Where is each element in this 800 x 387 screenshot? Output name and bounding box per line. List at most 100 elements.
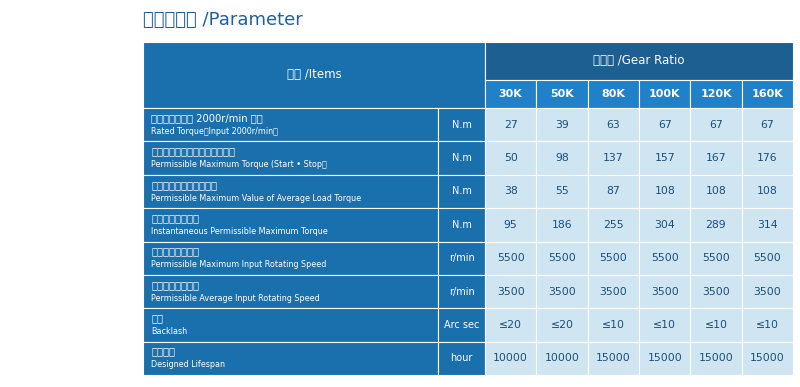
Bar <box>690 308 742 342</box>
Text: 3500: 3500 <box>599 286 627 296</box>
Text: 67: 67 <box>709 120 723 130</box>
Bar <box>690 80 742 108</box>
Text: 95: 95 <box>504 220 518 230</box>
Text: r/min: r/min <box>449 253 474 263</box>
Text: 255: 255 <box>603 220 624 230</box>
Bar <box>639 141 690 175</box>
Bar <box>588 175 639 208</box>
Text: 3500: 3500 <box>702 286 730 296</box>
Text: 額定參數表 /Parameter: 額定參數表 /Parameter <box>143 11 302 29</box>
Text: 5500: 5500 <box>497 253 525 263</box>
Text: Rated Torque（Input 2000r/min）: Rated Torque（Input 2000r/min） <box>151 127 278 136</box>
Bar <box>742 80 793 108</box>
Bar <box>485 108 536 141</box>
Text: 38: 38 <box>504 187 518 197</box>
Bar <box>438 308 485 342</box>
Bar <box>536 275 588 308</box>
Text: 98: 98 <box>555 153 569 163</box>
Bar <box>690 342 742 375</box>
Text: 5500: 5500 <box>754 253 782 263</box>
Bar <box>485 80 536 108</box>
Bar <box>690 141 742 175</box>
Text: ≤20: ≤20 <box>550 320 574 330</box>
Bar <box>438 175 485 208</box>
Bar <box>639 342 690 375</box>
Text: 容許平均輸入轉速: 容許平均輸入轉速 <box>151 280 199 290</box>
Text: 減速比 /Gear Ratio: 減速比 /Gear Ratio <box>594 55 685 67</box>
Text: 額定轉矩（輸入 2000r/min 時）: 額定轉矩（輸入 2000r/min 時） <box>151 113 262 123</box>
Text: 5500: 5500 <box>548 253 576 263</box>
Text: 10000: 10000 <box>494 353 528 363</box>
Text: 55: 55 <box>555 187 569 197</box>
Text: 30K: 30K <box>498 89 522 99</box>
Text: 108: 108 <box>757 187 778 197</box>
Bar <box>143 342 438 375</box>
Text: 314: 314 <box>757 220 778 230</box>
Text: N.m: N.m <box>451 120 471 130</box>
Bar <box>438 275 485 308</box>
Bar <box>536 108 588 141</box>
Text: Permissible Average Input Rotating Speed: Permissible Average Input Rotating Speed <box>151 294 320 303</box>
Text: Instantaneous Permissible Maximum Torque: Instantaneous Permissible Maximum Torque <box>151 227 328 236</box>
Bar <box>485 308 536 342</box>
Bar <box>485 241 536 275</box>
Text: 289: 289 <box>706 220 726 230</box>
Bar <box>742 141 793 175</box>
Text: N.m: N.m <box>451 187 471 197</box>
Bar <box>639 275 690 308</box>
Text: hour: hour <box>450 353 473 363</box>
Bar <box>588 208 639 241</box>
Bar <box>588 108 639 141</box>
Text: 容許最大轉矩（起動・停止時）: 容許最大轉矩（起動・停止時） <box>151 146 235 156</box>
Text: 項目 /Items: 項目 /Items <box>286 68 342 82</box>
Bar <box>742 241 793 275</box>
Text: 15000: 15000 <box>698 353 734 363</box>
Text: 50K: 50K <box>550 89 574 99</box>
Bar <box>639 208 690 241</box>
Text: Permissible Maximum Input Rotating Speed: Permissible Maximum Input Rotating Speed <box>151 260 326 269</box>
Text: ≤10: ≤10 <box>705 320 727 330</box>
Text: ≤10: ≤10 <box>756 320 779 330</box>
Bar <box>588 241 639 275</box>
Bar <box>143 42 485 108</box>
Text: 27: 27 <box>504 120 518 130</box>
Bar <box>690 241 742 275</box>
Bar <box>485 208 536 241</box>
Text: r/min: r/min <box>449 286 474 296</box>
Text: 設計壽命: 設計壽命 <box>151 347 175 357</box>
Text: Permissible Maximum Torque (Start • Stop）: Permissible Maximum Torque (Start • Stop… <box>151 160 326 169</box>
Text: 15000: 15000 <box>750 353 785 363</box>
Text: 304: 304 <box>654 220 675 230</box>
Bar <box>690 108 742 141</box>
Bar <box>536 141 588 175</box>
Bar <box>690 208 742 241</box>
Bar <box>639 241 690 275</box>
Text: 63: 63 <box>606 120 620 130</box>
Text: 平均負載轉矩容許最大值: 平均負載轉矩容許最大值 <box>151 180 217 190</box>
Bar <box>438 208 485 241</box>
Bar <box>588 342 639 375</box>
Text: 3500: 3500 <box>548 286 576 296</box>
Text: Backlash: Backlash <box>151 327 187 336</box>
Text: 10000: 10000 <box>545 353 579 363</box>
Bar <box>438 241 485 275</box>
Bar <box>536 308 588 342</box>
Bar <box>639 108 690 141</box>
Text: 80K: 80K <box>602 89 626 99</box>
Bar <box>742 108 793 141</box>
Bar <box>143 141 438 175</box>
Bar <box>485 342 536 375</box>
Bar <box>143 275 438 308</box>
Text: Arc sec: Arc sec <box>444 320 479 330</box>
Bar <box>588 275 639 308</box>
Bar <box>742 275 793 308</box>
Text: 5500: 5500 <box>599 253 627 263</box>
Bar <box>438 342 485 375</box>
Text: 39: 39 <box>555 120 569 130</box>
Bar <box>690 175 742 208</box>
Bar <box>536 175 588 208</box>
Bar <box>742 342 793 375</box>
Text: 186: 186 <box>552 220 572 230</box>
Bar <box>690 275 742 308</box>
Bar <box>742 175 793 208</box>
